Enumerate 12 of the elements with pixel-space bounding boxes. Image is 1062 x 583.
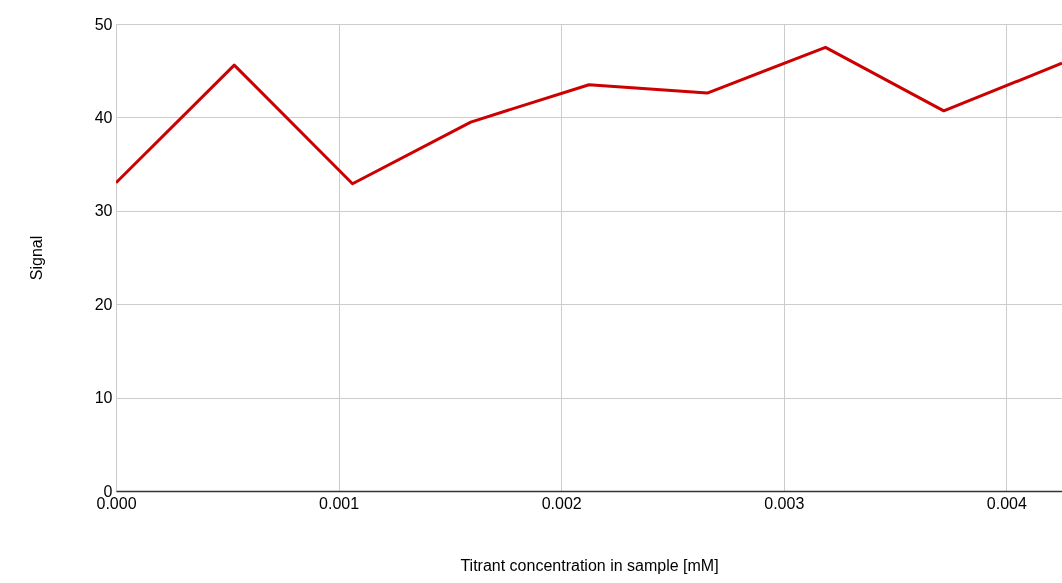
y-tick-label: 40 xyxy=(94,108,113,126)
line-series xyxy=(116,45,1062,186)
y-tick-label: 10 xyxy=(94,389,113,407)
y-tick-label: 20 xyxy=(94,295,113,313)
x-tick-label: 0.001 xyxy=(319,494,360,512)
x-tick-label: 0.003 xyxy=(764,494,805,512)
y-tick-label: 30 xyxy=(94,202,113,220)
y-tick-label: 50 xyxy=(94,15,113,33)
x-tick-label: 0.004 xyxy=(986,494,1027,512)
y-axis-title: Signal xyxy=(27,235,45,281)
x-tick-label: 0.002 xyxy=(541,494,582,512)
x-axis-title: Titrant concentration in sample [mM] xyxy=(460,556,719,574)
